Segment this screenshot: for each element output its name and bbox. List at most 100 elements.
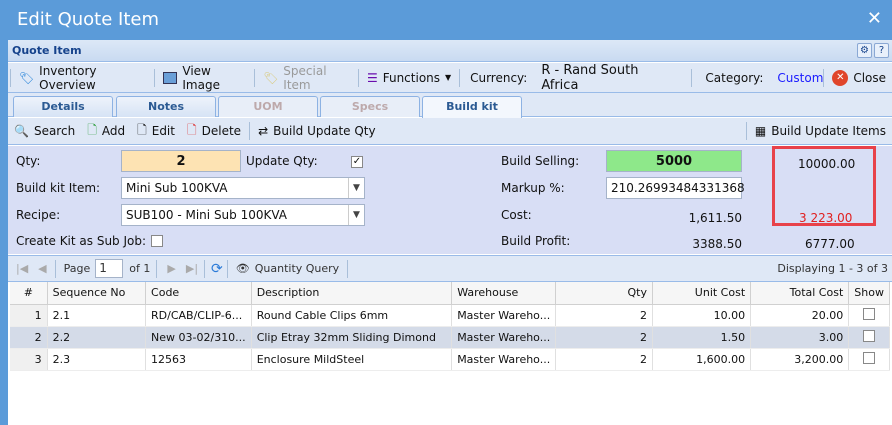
highlight-total: 10000.00: [798, 157, 856, 171]
build-kit-form: Qty: 2 Update Qty: ✓ Build kit Item: Min…: [8, 146, 892, 254]
quantity-query-label: Quantity Query: [254, 262, 340, 275]
build-selling-input[interactable]: 5000: [606, 150, 742, 172]
view-image-label: View Image: [182, 63, 220, 92]
tab-strip: Details Notes UOM Specs Build kit: [8, 93, 892, 118]
col-description[interactable]: Description: [251, 282, 453, 305]
inventory-overview-button[interactable]: 🏷 Inventory Overview: [13, 63, 152, 92]
prev-page-icon[interactable]: ◀: [38, 262, 47, 275]
tab-uom[interactable]: UOM: [218, 96, 318, 117]
chevron-down-icon[interactable]: ▼: [348, 178, 364, 198]
code-cell: RD/CAB/CLIP-6...: [145, 304, 252, 327]
col-warehouse[interactable]: Warehouse: [451, 282, 557, 305]
delete-button[interactable]: 🗋 Delete: [181, 119, 247, 143]
first-page-icon[interactable]: |◀: [16, 262, 29, 275]
build-kit-grid: # Sequence No Code Description Warehouse…: [10, 282, 890, 371]
markup-input[interactable]: 210.26993484331368: [606, 177, 745, 199]
add-button[interactable]: 🗋 Add: [81, 119, 131, 143]
functions-menu-button[interactable]: ☰ Functions ▼: [361, 66, 457, 90]
show-cell: [848, 326, 890, 349]
next-page-icon[interactable]: ▶: [167, 262, 176, 275]
create-kit-checkbox[interactable]: [151, 235, 163, 247]
show-checkbox[interactable]: [863, 351, 876, 364]
description-cell: Enclosure MildSteel: [251, 348, 453, 371]
col-show[interactable]: Show: [848, 282, 890, 305]
gear-icon[interactable]: ⚙: [857, 43, 872, 58]
row-number: 1: [10, 304, 48, 327]
sequence-no-cell: 2.1: [47, 304, 147, 327]
build-kit-item-value: Mini Sub 100KVA: [126, 181, 228, 195]
add-label: Add: [101, 124, 126, 138]
code-cell: 12563: [145, 348, 252, 371]
caret-down-icon: ▼: [445, 73, 452, 82]
row-number: 3: [10, 348, 48, 371]
total-cost-cell: 3.00: [750, 326, 850, 349]
chevron-down-icon[interactable]: ▼: [348, 205, 364, 225]
search-label: Search: [33, 124, 76, 138]
show-checkbox[interactable]: [863, 329, 876, 342]
edit-label: Edit: [151, 124, 175, 138]
tab-details[interactable]: Details: [13, 96, 113, 117]
warehouse-cell: Master Wareho...: [451, 326, 557, 349]
search-icon: 🔍: [14, 124, 29, 138]
col-total-cost[interactable]: Total Cost: [750, 282, 850, 305]
col-number[interactable]: #: [10, 282, 48, 305]
quantity-query-button[interactable]: 👁 Quantity Query: [230, 257, 345, 281]
view-image-button[interactable]: View Image: [157, 63, 253, 92]
tab-notes[interactable]: Notes: [116, 96, 216, 117]
col-sequence-no[interactable]: Sequence No: [47, 282, 147, 305]
refresh-icon[interactable]: ⟳: [211, 260, 223, 277]
build-profit-label: Build Profit:: [501, 234, 571, 248]
show-checkbox[interactable]: [863, 307, 876, 320]
qty-label: Qty:: [16, 154, 41, 168]
qty-input[interactable]: 2: [121, 150, 241, 172]
last-page-icon[interactable]: ▶|: [185, 262, 199, 275]
build-update-items-button[interactable]: ▦ Build Update Items: [749, 119, 892, 143]
tab-specs[interactable]: Specs: [320, 96, 420, 117]
help-icon[interactable]: ?: [874, 43, 889, 58]
recipe-label: Recipe:: [16, 208, 61, 222]
table-row[interactable]: 1 2.1 RD/CAB/CLIP-6... Round Cable Clips 6m…: [10, 304, 890, 327]
menu-icon: ☰: [366, 70, 378, 85]
title-bar: Edit Quote Item ✕: [0, 0, 892, 40]
close-button[interactable]: ✕ Close: [826, 66, 892, 90]
quote-item-panel: Quote Item ⚙ ? 🏷 Inventory Overview View …: [8, 40, 892, 425]
show-cell: [848, 304, 890, 327]
page-label: Page: [63, 262, 91, 275]
image-icon: [162, 71, 178, 84]
currency-label: Currency:: [470, 70, 528, 85]
table-row[interactable]: 2 2.2 New 03-02/310... Clip Etray 32mm Slid…: [10, 326, 890, 349]
create-kit-label: Create Kit as Sub Job:: [16, 234, 147, 248]
code-cell: New 03-02/310...: [145, 326, 252, 349]
col-unit-cost[interactable]: Unit Cost: [652, 282, 752, 305]
table-row[interactable]: 3 2.3 12563 Enclosure MildSteel Master Wareh…: [10, 348, 890, 371]
update-qty-checkbox[interactable]: ✓: [351, 156, 363, 168]
close-circle-icon: ✕: [832, 69, 849, 86]
recipe-select[interactable]: SUB100 - Mini Sub 100KVA ▼: [121, 204, 365, 226]
update-qty-label: Update Qty:: [246, 154, 318, 168]
highlight-cost: 3 223.00: [799, 211, 853, 225]
grid-header-row: # Sequence No Code Description Warehouse…: [10, 282, 890, 305]
build-selling-label: Build Selling:: [501, 154, 580, 168]
search-button[interactable]: 🔍 Search: [8, 119, 81, 143]
build-kit-item-select[interactable]: Mini Sub 100KVA ▼: [121, 177, 365, 199]
unit-cost-cell: 10.00: [652, 304, 752, 327]
build-update-qty-button[interactable]: ⇄ Build Update Qty: [252, 119, 382, 143]
cost-value: 1,611.50: [688, 211, 742, 225]
special-item-label: Special Item: [283, 63, 327, 92]
markup-label: Markup %:: [501, 181, 565, 195]
category-label: Category:: [705, 70, 764, 85]
main-toolbar: 🏷 Inventory Overview View Image 🏷 Special …: [8, 63, 892, 93]
col-qty[interactable]: Qty: [555, 282, 653, 305]
col-code[interactable]: Code: [145, 282, 252, 305]
edit-button[interactable]: 🗋 Edit: [131, 119, 181, 143]
bricks-icon: ▦: [754, 124, 767, 138]
delete-document-icon: 🗋: [186, 122, 197, 137]
page-input[interactable]: 1: [95, 259, 124, 278]
build-kit-item-label: Build kit Item:: [16, 181, 101, 195]
close-window-icon[interactable]: ✕: [866, 8, 882, 29]
special-item-button[interactable]: 🏷 Special Item: [257, 63, 356, 92]
inventory-overview-label: Inventory Overview: [39, 63, 97, 92]
tab-build-kit[interactable]: Build kit: [422, 96, 522, 118]
add-document-icon: 🗋: [87, 122, 97, 137]
highlight-profit: 6777.00: [805, 237, 855, 251]
